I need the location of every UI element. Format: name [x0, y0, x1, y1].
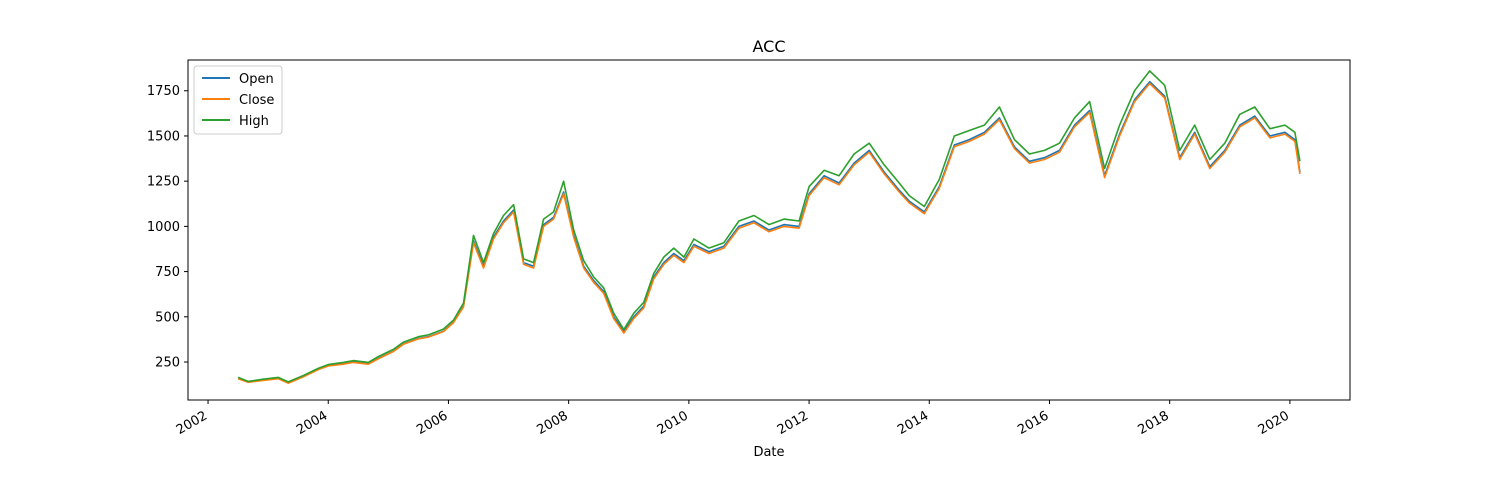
- legend-box: [193, 65, 283, 135]
- series-line-high: [237, 70, 1301, 383]
- y-tick-label: 1000: [147, 220, 180, 235]
- axes-frame: [187, 59, 1351, 401]
- legend: Open Close High: [193, 65, 283, 135]
- y-tick-label: 750: [155, 265, 180, 280]
- legend-label-close: Close: [239, 93, 274, 108]
- y-tick-label: 1750: [147, 84, 180, 99]
- chart-title: ACC: [752, 37, 785, 56]
- y-tick-label: 500: [155, 310, 180, 325]
- x-axis-label: Date: [753, 445, 784, 460]
- legend-label-high: High: [239, 114, 269, 129]
- series-line-close: [237, 82, 1301, 385]
- y-tick-label: 1250: [147, 175, 180, 190]
- y-tick-label: 250: [155, 356, 180, 371]
- y-tick-label: 1500: [147, 129, 180, 144]
- legend-label-open: Open: [239, 72, 274, 87]
